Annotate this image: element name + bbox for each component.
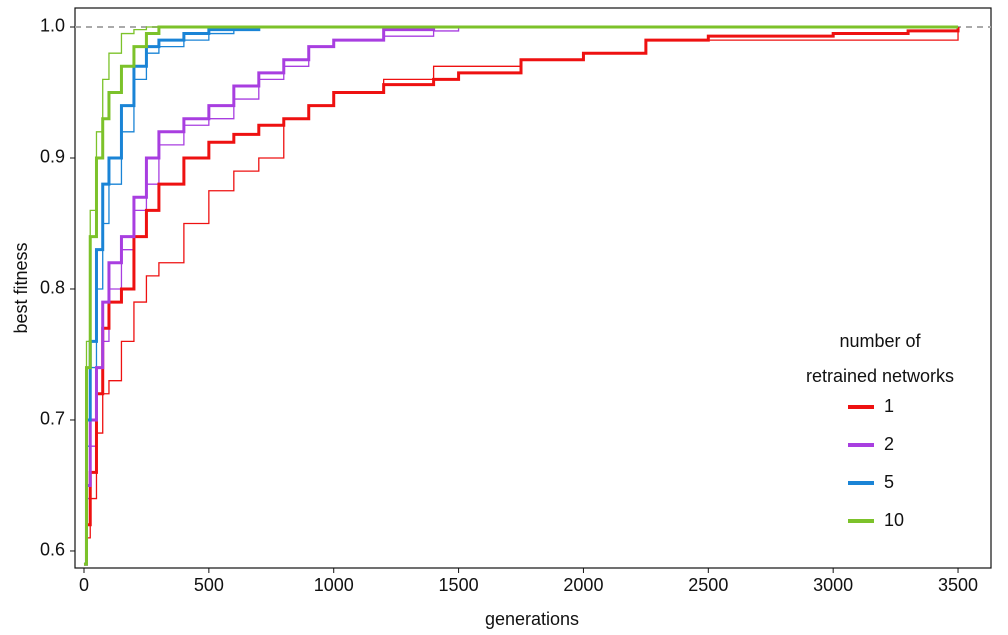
y-axis-label: best fitness (11, 242, 31, 333)
series-line (83, 25, 959, 566)
series-thin-line (83, 26, 959, 565)
x-tick-label: 3000 (813, 575, 853, 595)
x-tick-label: 3500 (938, 575, 978, 595)
x-axis-label: generations (485, 609, 579, 629)
series-line (83, 25, 959, 566)
legend-label: 5 (884, 472, 894, 492)
y-tick-label: 0.8 (40, 278, 65, 298)
legend-title: number of (839, 331, 921, 351)
x-tick-label: 2500 (688, 575, 728, 595)
x-tick-label: 500 (194, 575, 224, 595)
legend-title: retrained networks (806, 366, 954, 386)
series-line (83, 26, 960, 566)
legend-label: 2 (884, 434, 894, 454)
x-tick-label: 1000 (314, 575, 354, 595)
legend-label: 10 (884, 510, 904, 530)
plot-frame (74, 7, 992, 569)
y-tick-label: 1.0 (40, 16, 65, 36)
legend-label: 1 (884, 396, 894, 416)
x-tick-label: 2000 (563, 575, 603, 595)
series-thin-line (83, 26, 959, 565)
x-tick-label: 0 (79, 575, 89, 595)
x-tick-label: 1500 (439, 575, 479, 595)
series-thin-line (83, 26, 959, 565)
series-line (83, 25, 959, 566)
y-tick-label: 0.9 (40, 147, 65, 167)
y-tick-label: 0.6 (40, 540, 65, 560)
y-tick-label: 0.7 (40, 409, 65, 429)
series-thin-line (83, 26, 959, 565)
